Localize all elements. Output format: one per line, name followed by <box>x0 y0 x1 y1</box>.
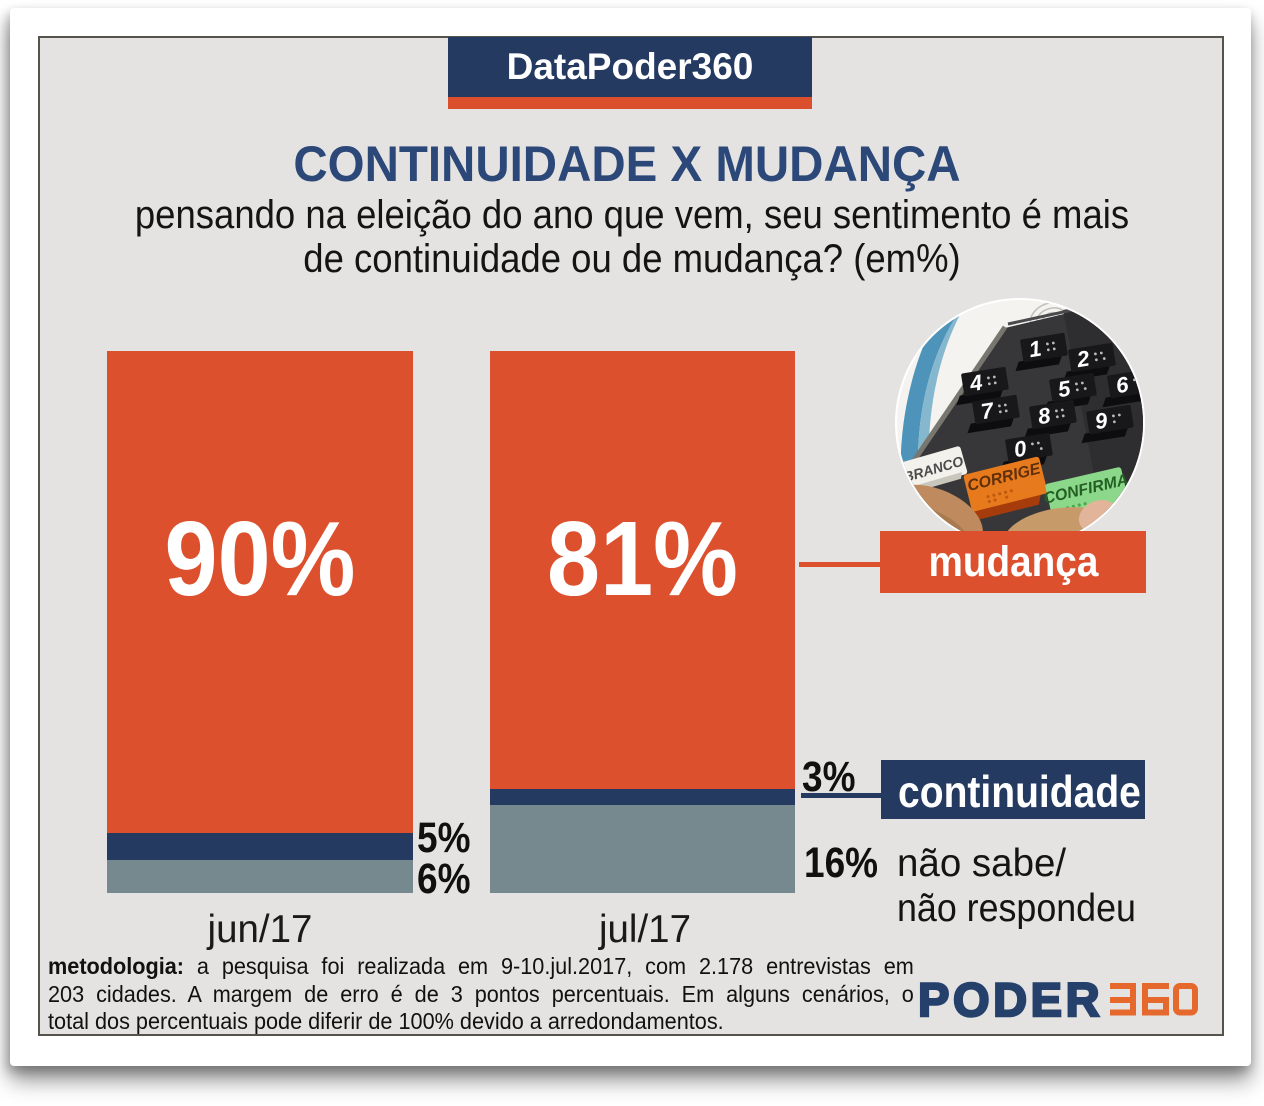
svg-text:9: 9 <box>1093 407 1110 434</box>
svg-text:1: 1 <box>1027 336 1043 363</box>
svg-text:PODER: PODER <box>918 974 1103 1024</box>
svg-text:8: 8 <box>1036 402 1053 429</box>
svg-text:2: 2 <box>1074 345 1092 372</box>
svg-text:4: 4 <box>967 370 984 397</box>
svg-text:6: 6 <box>1114 371 1131 398</box>
svg-text:0: 0 <box>1012 435 1029 462</box>
svg-text:5: 5 <box>1056 375 1073 402</box>
